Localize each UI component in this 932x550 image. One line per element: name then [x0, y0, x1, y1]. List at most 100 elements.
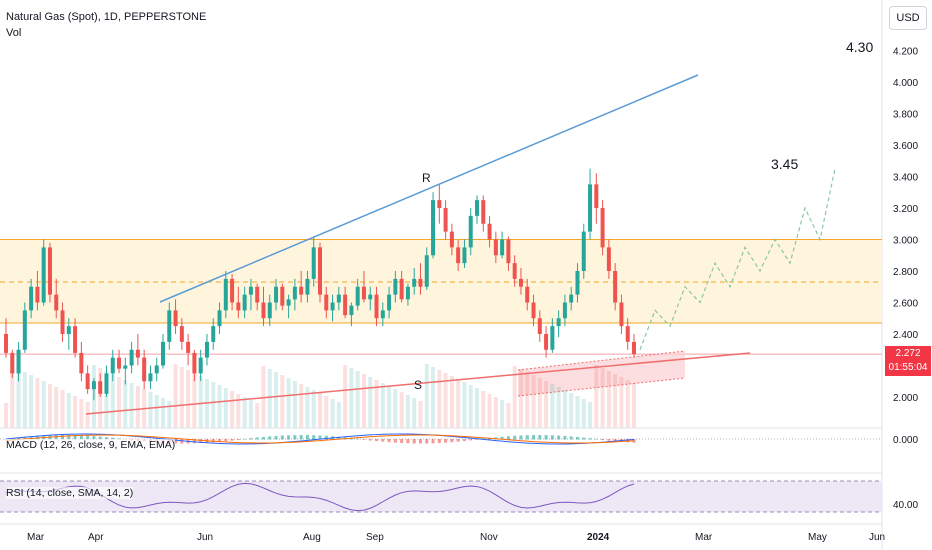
volume-bar — [625, 380, 630, 428]
macd-histogram-bar — [92, 436, 96, 440]
projection-path — [639, 168, 836, 350]
volume-bar — [73, 396, 78, 428]
macd-histogram-bar — [337, 436, 341, 440]
candle-body — [619, 302, 624, 327]
volume-bar — [462, 382, 467, 428]
candle-body — [431, 200, 436, 256]
volume-bar — [562, 390, 567, 428]
volume-bar — [368, 377, 373, 428]
volume-bar — [66, 393, 71, 428]
volume-bar — [16, 369, 21, 428]
macd-value: 0.000 — [893, 435, 918, 446]
volume-bar — [487, 394, 492, 428]
macd-histogram-bar — [462, 439, 466, 442]
rsi-label[interactable]: RSI (14, close, SMA, 14, 2) — [6, 487, 134, 499]
volume-bar — [600, 368, 605, 428]
volume-bar — [481, 391, 486, 428]
volume-bar — [399, 392, 404, 428]
candle-body — [142, 357, 147, 382]
candle-body — [361, 286, 366, 300]
volume-bar — [361, 374, 366, 428]
candle-body — [167, 310, 172, 342]
volume-bar — [161, 398, 165, 428]
macd-histogram-bar — [224, 439, 228, 442]
macd-histogram-bar — [312, 435, 316, 440]
candle-body — [4, 334, 8, 353]
time-axis[interactable]: Mar Apr Jun Aug Sep Nov 2024 Mar May Jun — [0, 523, 885, 543]
candle-body — [299, 286, 304, 295]
candle-body — [475, 200, 479, 216]
candle-body — [236, 302, 241, 311]
candle-body — [600, 208, 605, 248]
macd-histogram-bar — [613, 439, 617, 442]
symbol-title[interactable]: Natural Gas (Spot), 1D, PEPPERSTONE — [6, 11, 207, 23]
candle-body — [242, 294, 247, 311]
volume-bar — [299, 384, 304, 428]
candle-body — [85, 373, 90, 390]
volume-bar — [248, 400, 253, 428]
volume-bar — [154, 395, 159, 428]
macd-histogram-bar — [400, 439, 404, 444]
candle-body — [305, 278, 310, 295]
candle-body — [22, 310, 27, 350]
price-axis[interactable]: 2.000 2.400 2.600 2.800 3.000 3.200 3.400 3.600… — [893, 47, 918, 405]
macd-histogram-bar — [349, 437, 353, 440]
volume-bar — [336, 402, 341, 428]
volume-bar — [217, 385, 222, 428]
volume-bar — [54, 387, 59, 428]
macd-histogram-bar — [243, 438, 247, 440]
candle-body — [267, 302, 272, 319]
volume-bar — [449, 376, 454, 428]
volume-bar — [123, 380, 128, 428]
volume-bar — [186, 370, 191, 428]
candle-body — [248, 286, 253, 295]
volume-bar — [85, 402, 90, 428]
volume-bar — [236, 394, 241, 428]
macd-histogram-bar — [255, 437, 259, 440]
candle-body — [349, 305, 354, 316]
candle-body — [462, 247, 467, 264]
volume-bar — [456, 379, 461, 428]
support-trendline — [85, 352, 751, 415]
macd-histogram-bar — [569, 436, 573, 440]
macd-histogram-bar — [582, 437, 586, 440]
candle-body — [230, 278, 235, 303]
macd-label[interactable]: MACD (12, 26, close, 9, EMA, EMA) — [6, 439, 176, 451]
macd-histogram-bar — [268, 436, 272, 440]
candle-body — [336, 294, 341, 303]
volume-bar — [167, 401, 172, 428]
macd-histogram-bar — [607, 439, 611, 441]
candle-body — [330, 302, 335, 311]
candle-body — [632, 341, 636, 355]
macd-histogram-bar — [67, 435, 71, 440]
candle-body — [393, 278, 398, 295]
volume-bar — [544, 381, 549, 428]
trendlines[interactable] — [85, 74, 751, 415]
volume-bar — [581, 399, 586, 428]
candle-body — [343, 294, 348, 316]
candle-body — [500, 239, 505, 256]
macd-histogram-bar — [412, 439, 416, 444]
macd-histogram-bar — [525, 435, 529, 440]
candle-body — [204, 341, 209, 358]
currency-button[interactable]: USD — [889, 6, 927, 30]
volume-label[interactable]: Vol — [6, 27, 22, 39]
time-tick-label: May — [808, 532, 827, 543]
annotation-label: 4.30 — [846, 39, 873, 55]
candle-body — [374, 294, 379, 319]
macd-histogram-bar — [563, 435, 567, 440]
macd-histogram-bar — [601, 439, 605, 441]
volume-bar — [349, 368, 354, 428]
candle-body — [355, 286, 360, 306]
candle-body — [324, 294, 329, 311]
volume-bar — [79, 399, 84, 428]
macd-histogram-bar — [375, 439, 379, 442]
macd-histogram-bar — [594, 438, 598, 440]
candle-body — [35, 286, 40, 303]
candle-body — [311, 247, 316, 279]
candle-body — [544, 334, 549, 350]
candle-body — [412, 278, 417, 287]
volume-bar — [242, 397, 247, 428]
macd-histogram-bar — [117, 438, 121, 440]
